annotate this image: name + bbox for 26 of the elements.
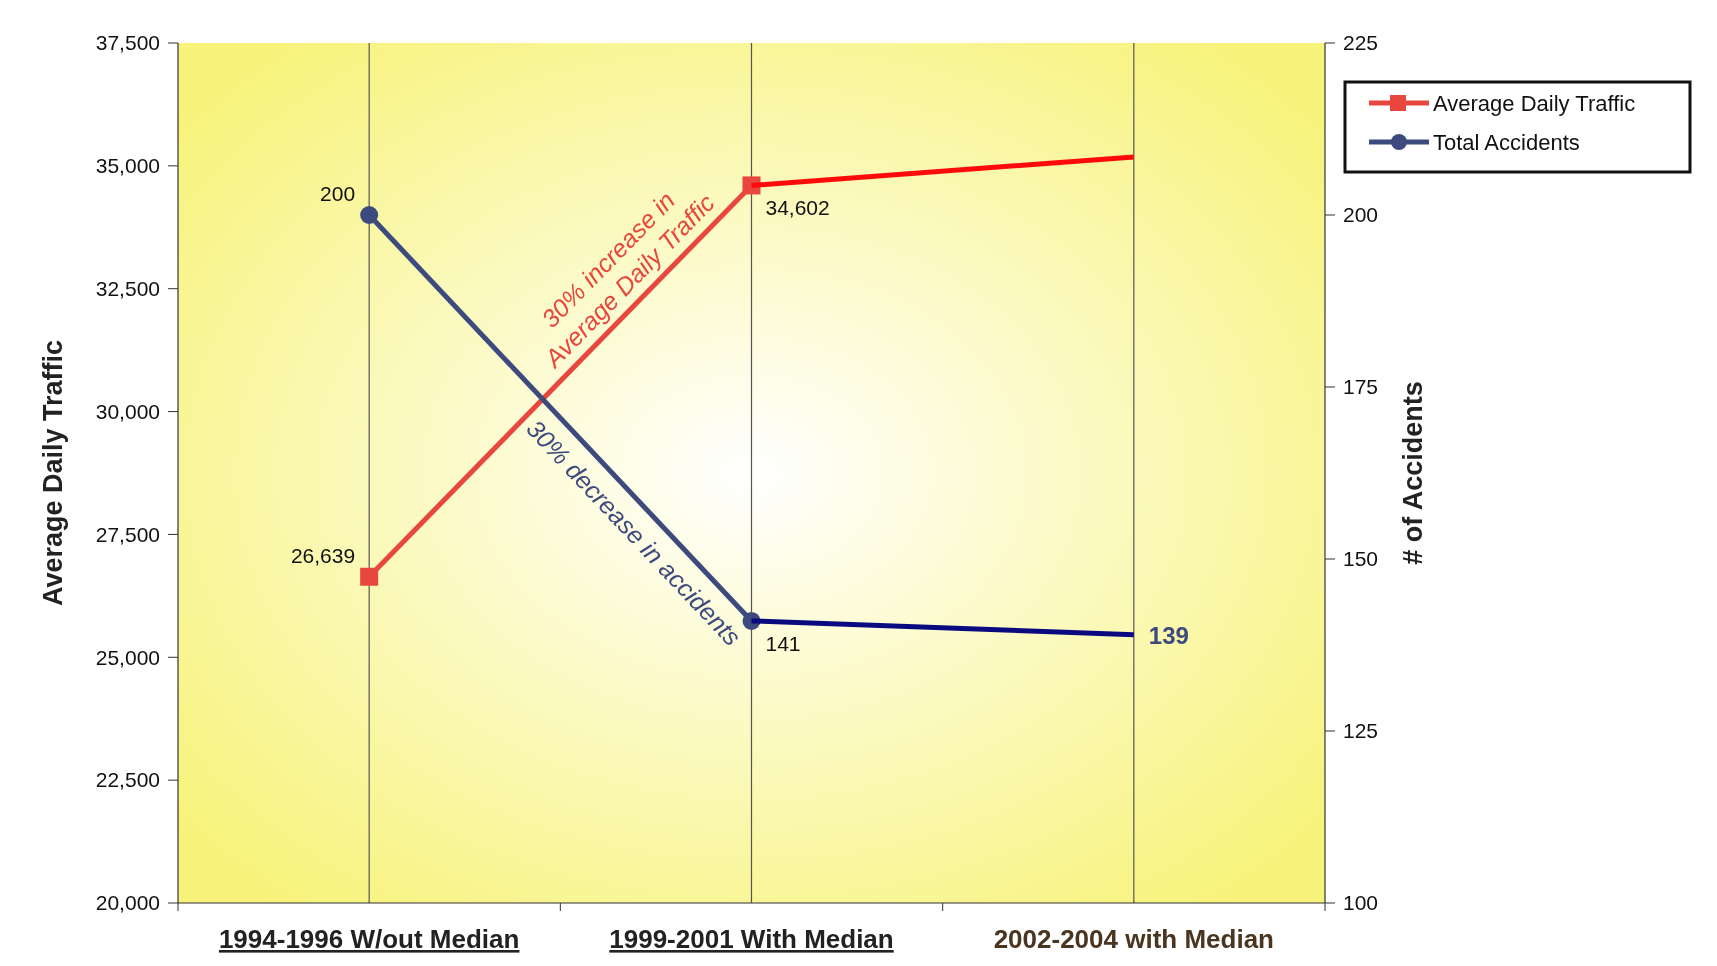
x-tick-label: 2002-2004 with Median: [993, 924, 1275, 954]
data-label: 141: [765, 631, 801, 655]
y-tick-label: 22,500: [95, 768, 160, 792]
y-tick-label: 37,500: [95, 31, 160, 55]
data-label: 26,639: [290, 543, 356, 567]
y-tick-label: 20,000: [95, 891, 160, 915]
y-tick-label: 32,500: [95, 277, 160, 301]
y-tick-label: 30,000: [95, 399, 160, 423]
y2-tick-label: 125: [1343, 719, 1379, 743]
y2-axis-title: # of Accidents: [1398, 381, 1428, 565]
y-axis-title: Average Daily Traffic: [38, 339, 68, 607]
y2-tick-label: 225: [1343, 31, 1379, 55]
data-label: 34,602: [765, 196, 830, 220]
data-label: 139: [1148, 621, 1189, 649]
y2-tick-label: 200: [1343, 203, 1379, 227]
data-label: 200: [320, 182, 356, 205]
y2-tick-label: 100: [1343, 891, 1379, 915]
legend-label: Average Daily Traffic: [1433, 90, 1636, 116]
legend-label: Total Accidents: [1433, 129, 1580, 155]
y2-tick-label: 175: [1343, 375, 1379, 399]
x-tick-label: 1994-1996 W/out Median: [218, 924, 520, 954]
y-tick-label: 35,000: [95, 154, 160, 178]
y-tick-label: 25,000: [95, 645, 160, 669]
y-tick-label: 27,500: [95, 522, 160, 546]
y2-tick-label: 150: [1343, 547, 1379, 571]
x-tick-label: 1999-2001 With Median: [609, 924, 894, 954]
